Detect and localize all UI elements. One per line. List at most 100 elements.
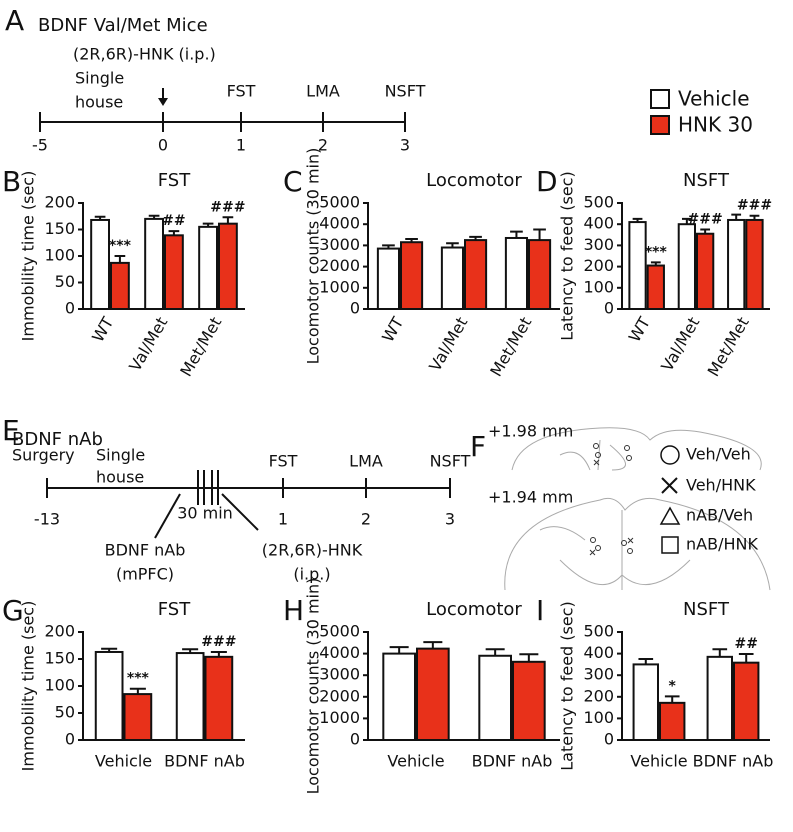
test-label: NSFT (430, 452, 471, 471)
symbol-triangle (659, 506, 681, 525)
bar (376, 247, 401, 310)
y-tick-label: 5000 (319, 193, 360, 212)
bar (659, 701, 686, 742)
symbol-cross (661, 477, 678, 494)
bar (733, 661, 760, 741)
error-bar (202, 222, 214, 227)
group-label: Veh/HNK (686, 476, 756, 495)
bar (464, 239, 488, 311)
timeline-tick-label: -5 (32, 136, 48, 155)
x-tick-label: Vehicle (95, 752, 152, 771)
y-tick-label: 500 (583, 622, 614, 641)
significance-label: ## (734, 636, 757, 652)
x-tick-label: WT (88, 314, 117, 346)
error-bar (650, 261, 661, 266)
bar (440, 246, 465, 311)
section-label: +1.98 mm (488, 422, 573, 441)
panel-label: A (5, 4, 24, 37)
y-tick-label: 500 (583, 193, 614, 212)
chart-title: Locomotor (426, 599, 522, 620)
significance-label: ### (201, 634, 236, 650)
significance-label: ## (162, 213, 185, 229)
timeline-tick-label: -13 (34, 510, 60, 529)
panel-label: D (536, 165, 558, 198)
y-tick-label: 3000 (319, 665, 360, 684)
significance-label: ### (737, 198, 772, 214)
y-tick-label: 100 (44, 676, 75, 695)
timeline-tick-label: 2 (318, 136, 328, 155)
x-tick-label: Vehicle (630, 752, 687, 771)
y-tick-label: 1000 (319, 708, 360, 727)
error-bar (712, 648, 728, 657)
bar (677, 223, 696, 310)
infusion-label: BDNF nAb (105, 541, 186, 560)
x-tick-label: Val/Met (125, 314, 171, 375)
bar (204, 655, 234, 742)
y-tick-label: 50 (55, 703, 75, 722)
significance-label: * (669, 678, 677, 694)
y-tick-label: 0 (350, 299, 360, 318)
chart-title: NSFT (683, 170, 730, 191)
y-tick-label: 4000 (319, 643, 360, 662)
error-bar (681, 217, 692, 225)
y-axis-label: Latency to feed (sec) (558, 601, 577, 771)
bar (123, 693, 153, 741)
bar (218, 222, 238, 310)
error-bar (129, 687, 146, 695)
symbol-square (661, 536, 679, 554)
y-tick-label: 100 (44, 246, 75, 265)
panel-label: B (2, 165, 21, 198)
error-bar (382, 244, 395, 249)
bar-chart: FST Immobility time (sec) 0 50 100 150 200 Vehi… (19, 599, 245, 771)
legend-swatch (650, 89, 670, 109)
group-label: nAB/HNK (686, 535, 758, 554)
error-bar (519, 653, 539, 662)
error-bar (222, 216, 234, 224)
error-bar (94, 215, 106, 220)
brain-section (539, 510, 691, 590)
bar (90, 218, 110, 311)
x-tick-label: WT (378, 314, 407, 346)
y-tick-label: 4000 (319, 214, 360, 233)
x-tick-label: BDNF nAb (693, 752, 774, 771)
error-bar (664, 695, 680, 703)
legend-swatch (650, 115, 670, 135)
error-bar (114, 255, 126, 263)
y-tick-label: 3000 (319, 235, 360, 254)
error-bar (533, 228, 546, 241)
chart-title: FST (158, 170, 191, 191)
y-axis-label: Latency to feed (sec) (558, 171, 577, 341)
legend-label: Vehicle (678, 87, 750, 111)
y-tick-label: 300 (583, 235, 614, 254)
bar (646, 264, 665, 311)
error-bar (210, 650, 227, 657)
y-tick-label: 0 (65, 730, 75, 749)
bar (632, 663, 660, 742)
bar-chart: Locomotor Locomotor counts (30 min) 0 1000 2… (304, 578, 560, 794)
y-tick-label: 2000 (319, 686, 360, 705)
housing-label: house (96, 468, 144, 487)
x-tick-label: Val/Met (425, 314, 471, 375)
treatment-label: (2R,6R)-HNK (i.p.) (73, 45, 216, 64)
y-tick-label: 1000 (319, 277, 360, 296)
bar (706, 655, 734, 742)
x-tick-label: Met/Met (176, 314, 225, 380)
y-axis-label: Immobility time (sec) (19, 171, 38, 342)
bar (745, 218, 764, 311)
error-bar (423, 641, 443, 649)
chart-title: FST (158, 599, 191, 620)
error-bar (389, 646, 409, 654)
test-label: LMA (306, 82, 340, 101)
bar (144, 217, 164, 310)
y-tick-label: 0 (350, 730, 360, 749)
y-tick-label: 150 (44, 219, 75, 238)
group-label: Veh/Veh (686, 445, 751, 464)
infusion-label: (mPFC) (116, 565, 174, 584)
test-label: FST (227, 82, 256, 101)
housing-label: Single (96, 446, 145, 465)
panel-f-drawing (504, 427, 771, 591)
chart-title: NSFT (683, 599, 730, 620)
y-tick-label: 100 (583, 277, 614, 296)
bar (164, 234, 184, 310)
error-bar (485, 648, 505, 656)
